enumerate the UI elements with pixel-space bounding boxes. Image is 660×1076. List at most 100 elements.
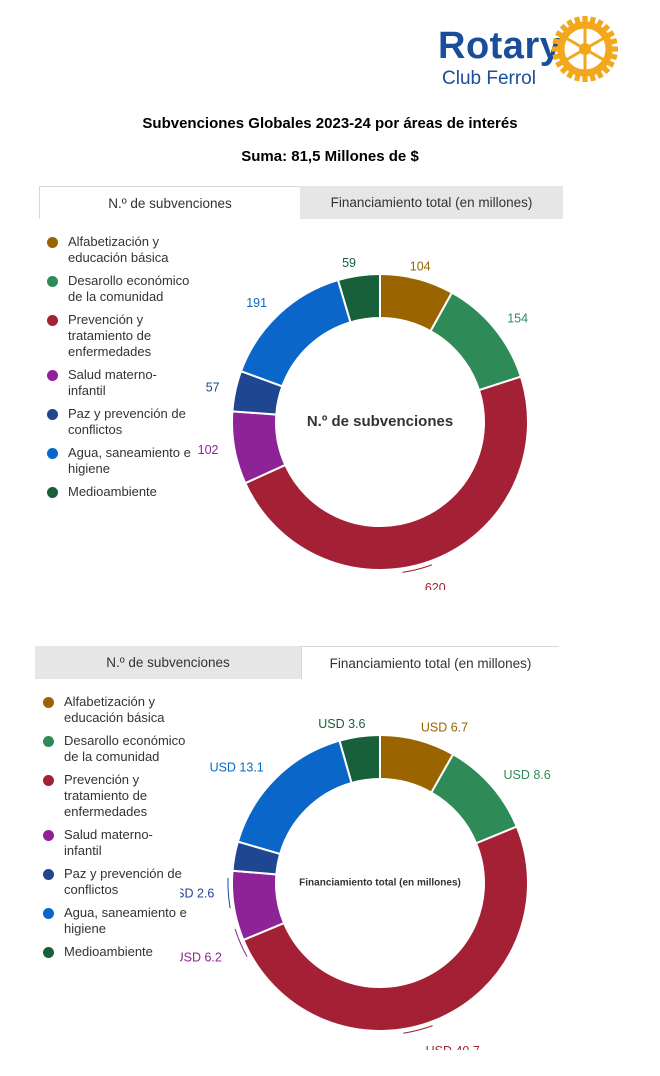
donut-slice[interactable]: [239, 278, 352, 388]
data-label: 191: [246, 296, 267, 310]
legend-item[interactable]: Paz y prevención de conflictos: [43, 866, 189, 898]
legend-label: Medioambiente: [68, 484, 157, 499]
tab-funding[interactable]: Financiamiento total (en millones): [301, 646, 559, 679]
legend-label: Desarollo económico de la comunidad: [68, 273, 190, 304]
tab-bar: N.º de subvenciones Financiamiento total…: [39, 186, 563, 219]
legend-swatch: [47, 237, 58, 248]
legend-label: Alfabetización y educación básica: [68, 234, 169, 265]
legend-label: Paz y prevención de conflictos: [64, 866, 182, 897]
logo-club-name: Club Ferrol: [442, 68, 536, 89]
wheel-tooth: [596, 71, 604, 79]
tab-count[interactable]: N.º de subvenciones: [35, 646, 301, 679]
wheel-tooth: [559, 66, 568, 75]
wheel-spoke: [584, 47, 604, 61]
donut-slice[interactable]: [243, 375, 529, 572]
wheel-tooth: [610, 53, 618, 61]
logo-word: Rotary: [438, 25, 562, 67]
legend-label: Prevención y tratamiento de enfermedades: [64, 772, 148, 819]
label-bracket: [403, 1025, 433, 1034]
chart-center-title: N.º de subvenciones: [307, 413, 453, 430]
wheel-tooth: [602, 23, 611, 32]
legend-swatch: [47, 315, 58, 326]
label-bracket: [234, 928, 248, 957]
legend-item[interactable]: Agua, saneamiento e higiene: [47, 445, 193, 477]
wheel-tooth: [612, 46, 618, 52]
wheel-tooth: [573, 16, 581, 24]
legend-swatch: [43, 869, 54, 880]
legend-label: Salud materno-infantil: [64, 827, 153, 858]
legend-item[interactable]: Alfabetización y educación básica: [47, 234, 193, 266]
legend-item[interactable]: Medioambiente: [47, 484, 193, 500]
tab-funding[interactable]: Financiamiento total (en millones): [300, 186, 563, 219]
legend-item[interactable]: Medioambiente: [43, 944, 189, 960]
wheel-tooth: [559, 23, 568, 32]
legend-label: Desarollo económico de la comunidad: [64, 733, 186, 764]
legend-label: Medioambiente: [64, 944, 153, 959]
data-label: USD 13.1: [210, 760, 264, 774]
data-label: USD 8.6: [503, 768, 550, 782]
tab-count[interactable]: N.º de subvenciones: [39, 186, 300, 219]
data-label: USD 2.6: [180, 886, 214, 900]
wheel-spoke: [566, 37, 586, 51]
donut-slice[interactable]: [242, 825, 529, 1032]
legend-label: Prevención y tratamiento de enfermedades: [68, 312, 152, 359]
wheel-tooth: [555, 60, 563, 68]
wheel-tooth: [555, 30, 563, 38]
wheel-tooth: [589, 16, 597, 24]
legend-swatch: [43, 736, 54, 747]
data-label: 154: [507, 312, 528, 326]
legend-swatch: [43, 775, 54, 786]
legend-item[interactable]: Salud materno-infantil: [47, 367, 193, 399]
legend-item[interactable]: Prevención y tratamiento de enfermedades: [43, 772, 189, 820]
wheel-tooth: [566, 19, 574, 27]
data-label: 59: [342, 256, 356, 270]
legend-swatch: [47, 276, 58, 287]
panel-count: N.º de subvenciones Financiamiento total…: [39, 186, 599, 586]
wheel-spoke: [584, 37, 604, 51]
wheel-tooth: [582, 76, 588, 82]
wheel-tooth: [589, 74, 597, 82]
wheel-tooth: [596, 19, 604, 27]
rotary-wheel-icon: [552, 16, 618, 82]
data-label: 104: [410, 259, 431, 273]
data-label: 620: [425, 581, 446, 590]
donut-slice[interactable]: [236, 739, 353, 856]
legend-swatch: [43, 947, 54, 958]
data-label: USD 6.2: [180, 950, 222, 964]
label-bracket: [402, 564, 433, 573]
legend-swatch: [43, 908, 54, 919]
wheel-tooth: [582, 16, 588, 22]
data-label: 57: [206, 380, 220, 394]
page-title: Subvenciones Globales 2023-24 por áreas …: [142, 115, 518, 132]
legend-label: Agua, saneamiento e higiene: [68, 445, 191, 476]
wheel-tooth: [552, 46, 558, 52]
wheel-spoke: [566, 47, 586, 61]
wheel-tooth: [607, 30, 615, 38]
legend-label: Paz y prevención de conflictos: [68, 406, 186, 437]
legend-swatch: [47, 409, 58, 420]
legend-item[interactable]: Agua, saneamiento e higiene: [43, 905, 189, 937]
page-subtitle: Suma: 81,5 Millones de $: [241, 148, 419, 165]
tab-bar: N.º de subvenciones Financiamiento total…: [35, 646, 559, 679]
label-bracket: [227, 877, 231, 909]
legend-item[interactable]: Paz y prevención de conflictos: [47, 406, 193, 438]
donut-chart-count: 59 104 154 620 102 57 191 N.º de subvenciones: [198, 256, 529, 590]
legend-label: Salud materno-infantil: [68, 367, 157, 398]
data-label: USD 3.6: [318, 717, 365, 731]
donut-chart-funding: USD 3.6 USD 6.7 USD 8.6 USD 40.7 USD 6.2 USD …: [180, 717, 551, 1050]
legend-swatch: [43, 697, 54, 708]
donut-slice[interactable]: [429, 291, 523, 392]
data-label: USD 6.7: [421, 721, 468, 735]
wheel-tooth: [610, 37, 618, 45]
wheel-tooth: [602, 66, 611, 75]
chart-center-title: Financiamiento total (en millones): [299, 878, 461, 889]
legend-item[interactable]: Alfabetización y educación básica: [43, 694, 189, 726]
legend-swatch: [47, 487, 58, 498]
legend-item[interactable]: Desarollo económico de la comunidad: [43, 733, 189, 765]
rotary-logo: Rotary Club Ferrol: [438, 14, 620, 94]
legend-item[interactable]: Salud materno-infantil: [43, 827, 189, 859]
data-label: USD 40.7: [426, 1044, 480, 1050]
legend-swatch: [47, 448, 58, 459]
legend-item[interactable]: Desarollo económico de la comunidad: [47, 273, 193, 305]
legend-item[interactable]: Prevención y tratamiento de enfermedades: [47, 312, 193, 360]
